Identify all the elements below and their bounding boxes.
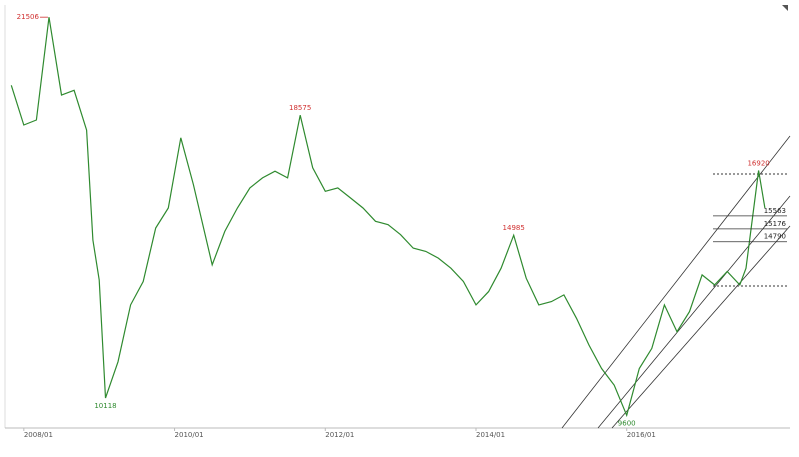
peak-label: 18575 xyxy=(289,104,311,112)
peak-label: 14985 xyxy=(503,224,525,232)
channel-line xyxy=(561,135,791,429)
low-label: 9600 xyxy=(618,419,636,427)
peak-label: 16920 xyxy=(747,160,769,168)
level-label: 15563 xyxy=(764,207,786,215)
channel xyxy=(561,135,791,429)
price-line xyxy=(10,17,766,418)
channel-line xyxy=(611,225,791,429)
x-tick-label: 2014/01 xyxy=(476,431,505,439)
corner-marker xyxy=(782,5,788,11)
x-tick-label: 2012/01 xyxy=(325,431,354,439)
peak-label: 21506 xyxy=(17,13,40,21)
low-label: 10118 xyxy=(94,402,116,410)
x-tick-label: 2010/01 xyxy=(175,431,204,439)
channel-line xyxy=(597,195,791,429)
x-tick-label: 2008/01 xyxy=(24,431,53,439)
level-label: 14790 xyxy=(764,233,786,241)
level-label: 15176 xyxy=(764,220,787,228)
x-tick-label: 2016/01 xyxy=(627,431,656,439)
